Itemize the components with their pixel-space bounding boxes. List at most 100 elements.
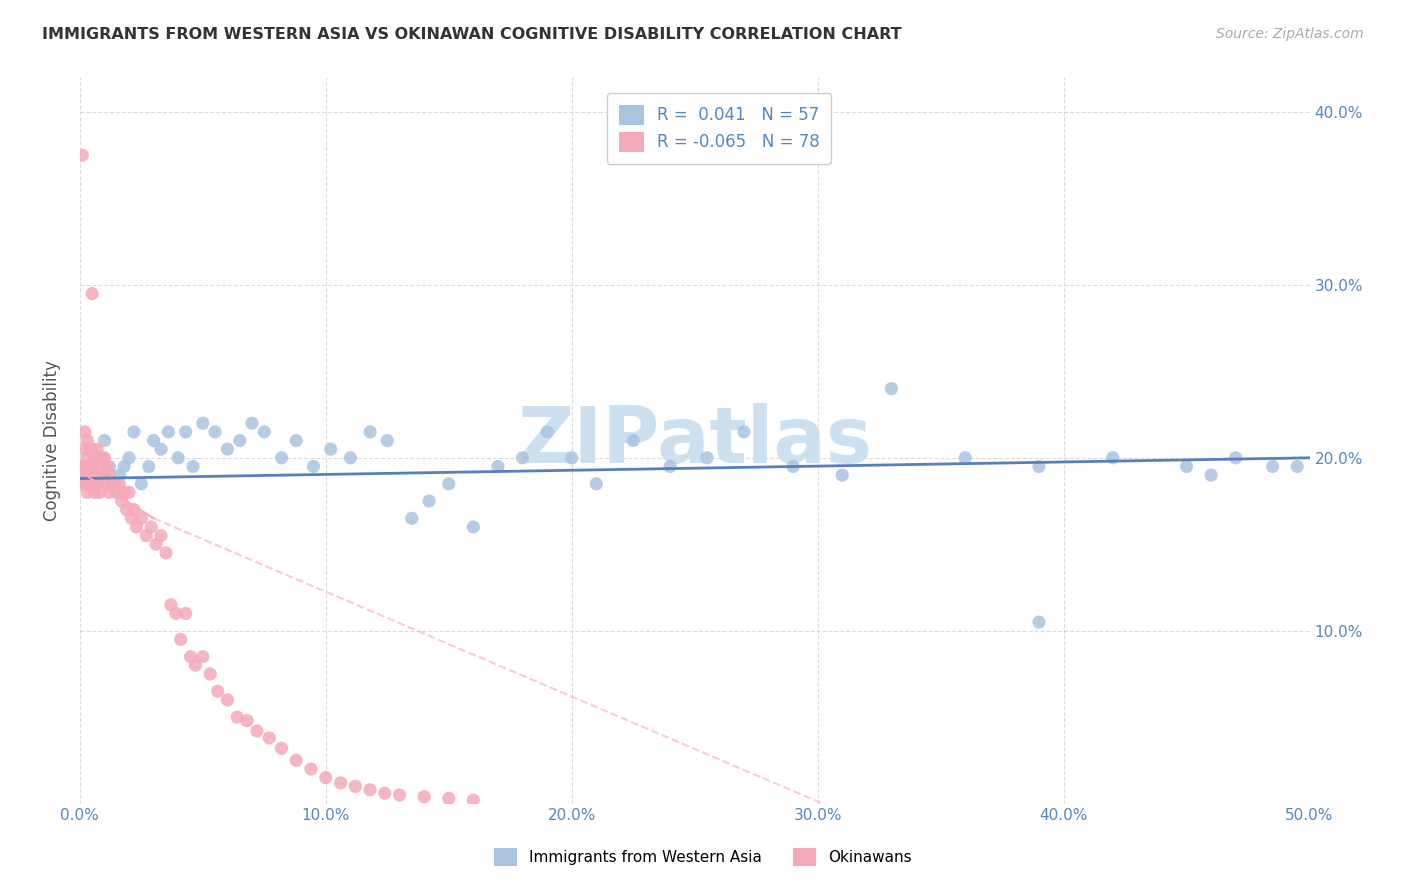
- Point: [82, 459, 104, 474]
- Text: ZIPatlas: ZIPatlas: [517, 402, 872, 478]
- Point: [91, 468, 114, 483]
- Point: [103, 476, 125, 491]
- Point: [82, 476, 104, 491]
- Point: [96, 459, 118, 474]
- Point: [191, 649, 214, 664]
- Point: [112, 459, 135, 474]
- Point: [83, 450, 105, 465]
- Point: [344, 780, 367, 794]
- Point: [150, 442, 173, 457]
- Point: [142, 434, 165, 448]
- Point: [229, 434, 252, 448]
- Point: [174, 425, 197, 439]
- Point: [72, 476, 94, 491]
- Point: [240, 416, 263, 430]
- Point: [118, 450, 141, 465]
- Point: [86, 476, 108, 491]
- Text: IMMIGRANTS FROM WESTERN ASIA VS OKINAWAN COGNITIVE DISABILITY CORRELATION CHART: IMMIGRANTS FROM WESTERN ASIA VS OKINAWAN…: [42, 27, 901, 42]
- Point: [191, 416, 214, 430]
- Point: [73, 442, 96, 457]
- Point: [86, 442, 108, 457]
- Point: [204, 425, 226, 439]
- Point: [585, 476, 607, 491]
- Point: [374, 786, 396, 800]
- Point: [98, 485, 121, 500]
- Point: [375, 434, 398, 448]
- Point: [621, 434, 644, 448]
- Point: [96, 476, 118, 491]
- Point: [1175, 459, 1198, 474]
- Point: [437, 476, 460, 491]
- Point: [91, 450, 114, 465]
- Point: [72, 148, 94, 162]
- Point: [831, 468, 853, 483]
- Point: [880, 382, 903, 396]
- Point: [200, 667, 222, 681]
- Point: [79, 459, 101, 474]
- Point: [217, 442, 239, 457]
- Legend: Immigrants from Western Asia, Okinawans: Immigrants from Western Asia, Okinawans: [485, 838, 921, 875]
- Point: [184, 658, 207, 673]
- Point: [72, 459, 94, 474]
- Point: [82, 286, 104, 301]
- Point: [76, 485, 98, 500]
- Point: [401, 511, 423, 525]
- Point: [437, 791, 460, 805]
- Point: [167, 450, 190, 465]
- Point: [319, 442, 342, 457]
- Point: [1101, 450, 1123, 465]
- Point: [253, 425, 276, 439]
- Point: [236, 714, 259, 728]
- Point: [315, 771, 337, 785]
- Point: [659, 459, 682, 474]
- Point: [696, 450, 718, 465]
- Point: [89, 468, 111, 483]
- Point: [108, 476, 131, 491]
- Point: [89, 450, 111, 465]
- Point: [1286, 459, 1309, 474]
- Y-axis label: Cognitive Disability: Cognitive Disability: [44, 360, 60, 521]
- Point: [463, 793, 485, 807]
- Point: [82, 442, 104, 457]
- Point: [135, 528, 157, 542]
- Point: [76, 450, 98, 465]
- Point: [131, 511, 153, 525]
- Point: [86, 459, 108, 474]
- Point: [118, 485, 141, 500]
- Point: [93, 468, 115, 483]
- Point: [536, 425, 558, 439]
- Point: [105, 485, 128, 500]
- Point: [112, 485, 135, 500]
- Point: [1261, 459, 1284, 474]
- Point: [141, 520, 163, 534]
- Point: [359, 782, 381, 797]
- Point: [83, 468, 105, 483]
- Point: [79, 476, 101, 491]
- Point: [122, 502, 145, 516]
- Point: [170, 632, 193, 647]
- Point: [93, 434, 115, 448]
- Point: [157, 425, 180, 439]
- Point: [101, 476, 124, 491]
- Point: [339, 450, 361, 465]
- Point: [246, 724, 269, 739]
- Point: [122, 425, 145, 439]
- Point: [299, 762, 322, 776]
- Point: [388, 788, 411, 802]
- Point: [125, 520, 148, 534]
- Point: [89, 485, 111, 500]
- Point: [486, 459, 509, 474]
- Point: [138, 459, 160, 474]
- Text: Source: ZipAtlas.com: Source: ZipAtlas.com: [1216, 27, 1364, 41]
- Point: [79, 442, 101, 457]
- Legend: R =  0.041   N = 57, R = -0.065   N = 78: R = 0.041 N = 57, R = -0.065 N = 78: [607, 93, 831, 164]
- Point: [108, 468, 131, 483]
- Point: [180, 649, 202, 664]
- Point: [89, 450, 111, 465]
- Point: [121, 511, 143, 525]
- Point: [83, 476, 105, 491]
- Point: [165, 607, 187, 621]
- Point: [73, 459, 96, 474]
- Point: [93, 450, 115, 465]
- Point: [73, 425, 96, 439]
